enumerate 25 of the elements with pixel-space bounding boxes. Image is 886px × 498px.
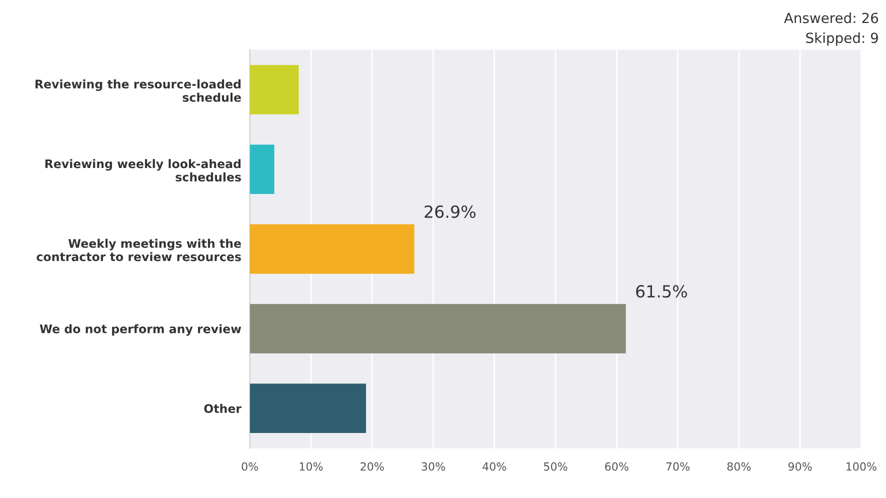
- x-tick-label: 90%: [788, 462, 812, 471]
- bar: [250, 224, 414, 274]
- x-tick-label: 10%: [300, 462, 323, 471]
- x-tick-label: 30%: [422, 462, 445, 471]
- x-tick-label: 100%: [846, 462, 876, 471]
- x-tick-label: 60%: [605, 462, 628, 471]
- x-tick-label: 40%: [482, 462, 506, 471]
- text: Answered: 26: [784, 12, 878, 24]
- x-tick-label: 0%: [242, 462, 258, 471]
- y-tick-label: Weekly meetings with the contractor to review resources: [36, 238, 241, 262]
- data-label: 61.5%: [636, 285, 688, 298]
- x-tick-label: 50%: [544, 462, 568, 471]
- x-tick-label: 80%: [727, 462, 751, 471]
- x-tick-label: 70%: [666, 462, 690, 471]
- bar: [250, 304, 626, 354]
- data-label: 26.9%: [424, 205, 476, 218]
- text: Skipped: 9: [806, 32, 878, 46]
- bar: [250, 144, 274, 194]
- x-tick-label: 20%: [360, 462, 384, 471]
- bar: [250, 384, 366, 434]
- y-tick-label: Other: [204, 404, 242, 414]
- y-tick-label: Reviewing the resource-loaded schedule: [36, 79, 241, 102]
- y-tick-label: We do not perform any review: [40, 324, 242, 336]
- y-tick-label: Reviewing weekly look-ahead schedules: [45, 159, 241, 182]
- bar: [250, 64, 299, 114]
